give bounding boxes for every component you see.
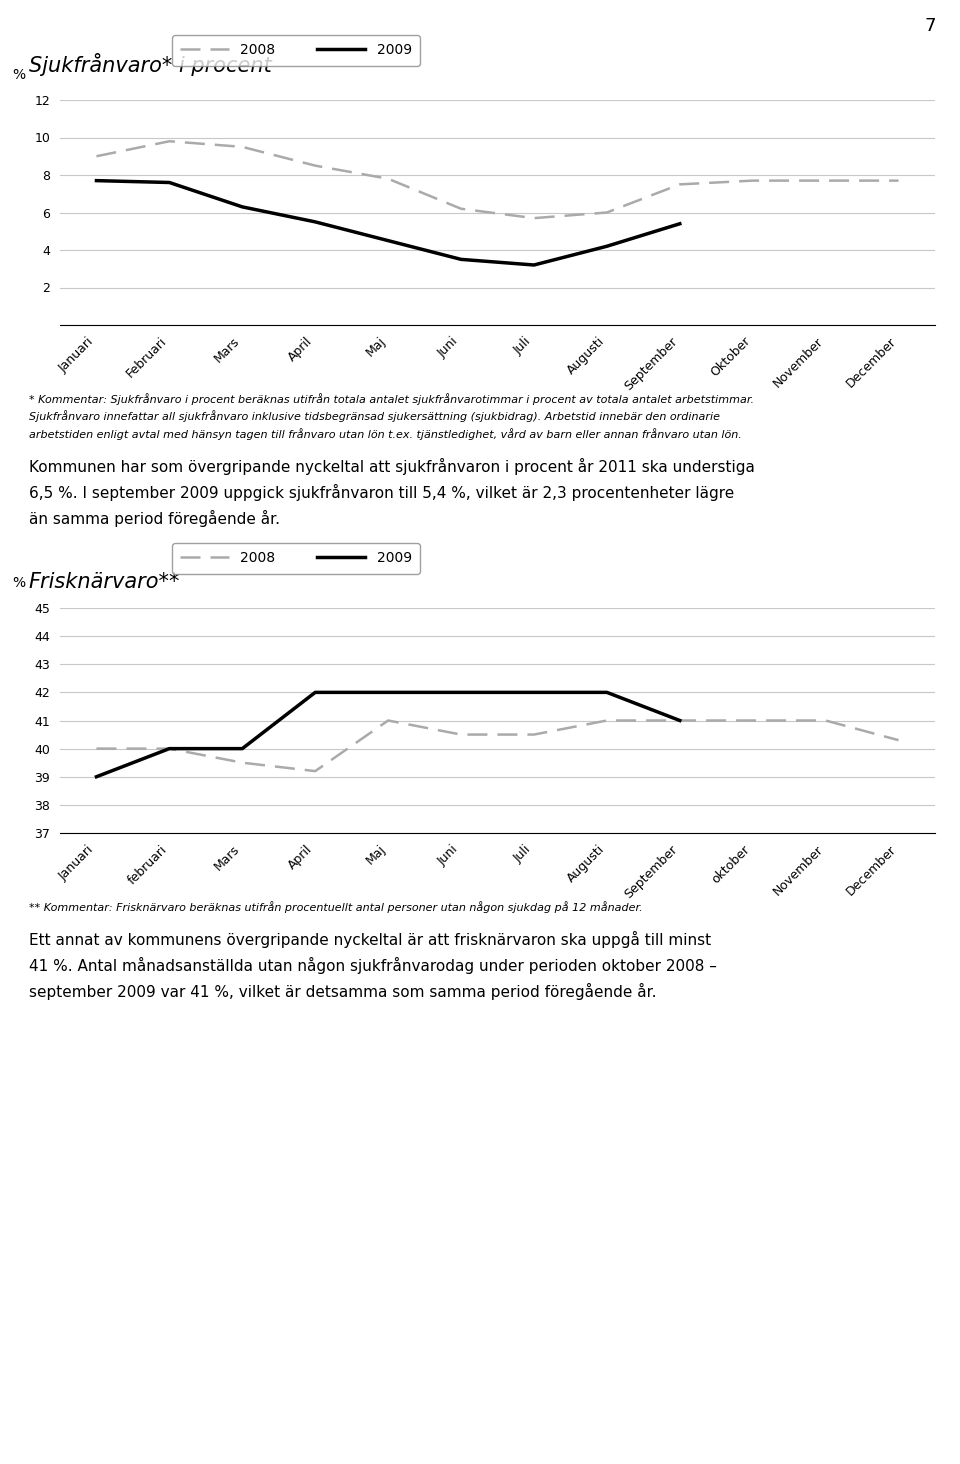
Text: * Kommentar: Sjukfrånvaro i procent beräknas utifrån totala antalet sjukfrånvaro: * Kommentar: Sjukfrånvaro i procent berä… [29, 392, 754, 439]
Text: 7: 7 [924, 16, 936, 35]
Text: Ett annat av kommunens övergripande nyckeltal är att frisknärvaron ska uppgå til: Ett annat av kommunens övergripande nyck… [29, 931, 717, 1000]
Text: Frisknärvaro**: Frisknärvaro** [29, 572, 180, 591]
Text: ** Kommentar: Frisknärvaro beräknas utifrån procentuellt antal personer utan någ: ** Kommentar: Frisknärvaro beräknas utif… [29, 900, 642, 914]
Legend: 2008, 2009: 2008, 2009 [172, 35, 420, 66]
Text: %: % [12, 67, 25, 82]
Text: Sjukfrånvaro* i procent: Sjukfrånvaro* i procent [29, 53, 272, 76]
Text: %: % [12, 575, 25, 590]
Text: Kommunen har som övergripande nyckeltal att sjukfrånvaron i procent år 2011 ska : Kommunen har som övergripande nyckeltal … [29, 458, 755, 527]
Legend: 2008, 2009: 2008, 2009 [172, 543, 420, 574]
